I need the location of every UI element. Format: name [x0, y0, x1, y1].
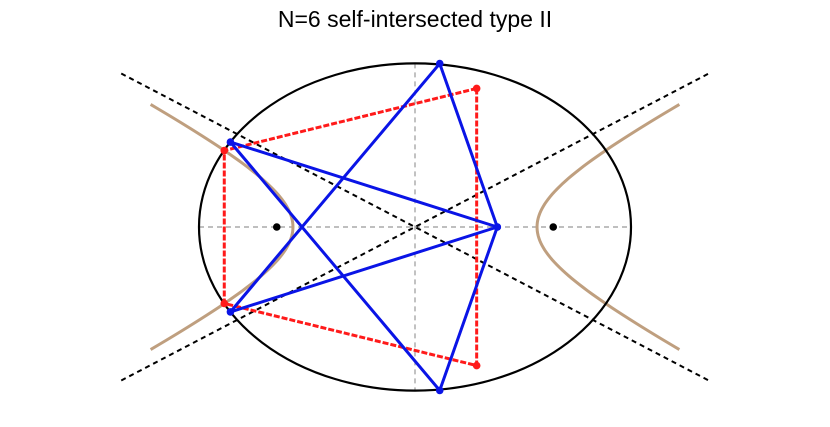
asymptote-line	[120, 72, 710, 382]
blue-trajectory-vertex	[226, 308, 235, 316]
hyperbola-asymptotes	[120, 72, 710, 382]
foci	[272, 223, 558, 231]
red-trajectory-vertex	[220, 146, 229, 155]
coordinate-axes	[199, 63, 631, 391]
asymptote-line	[120, 72, 710, 382]
blue-periodic-trajectory	[226, 59, 502, 395]
red-periodic-trajectory	[220, 84, 481, 370]
blue-trajectory-vertex	[435, 386, 444, 395]
figure-title: N=6 self-intersected type II	[277, 6, 553, 32]
focus-point	[272, 223, 281, 231]
hyperbola-left-branch	[149, 103, 295, 351]
hyperbola-right-branch	[535, 103, 681, 351]
confocal-hyperbola	[149, 103, 681, 351]
ellipse-curve	[197, 62, 633, 392]
blue-trajectory-vertex	[493, 223, 502, 231]
red-trajectory-vertex	[472, 84, 481, 93]
blue-trajectory-vertex	[226, 138, 235, 146]
red-trajectory-vertex	[220, 299, 229, 308]
ellipse-boundary	[197, 62, 633, 392]
red-trajectory-vertex	[472, 361, 481, 370]
blue-trajectory-vertex	[435, 59, 444, 68]
focus-point	[549, 223, 558, 231]
